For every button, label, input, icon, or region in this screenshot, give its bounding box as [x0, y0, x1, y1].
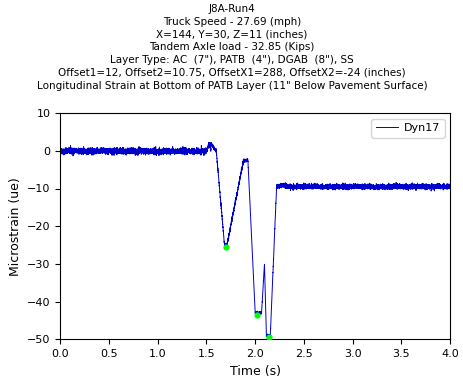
Dyn17	[77, 149, 82, 153]
Dyn17	[446, 182, 452, 186]
Text: J8A-Run4
Truck Speed - 27.69 (mph)
X=144, Y=30, Z=11 (inches)
Tandem Axle load -: J8A-Run4 Truck Speed - 27.69 (mph) X=144…	[37, 4, 426, 90]
Dyn17	[346, 184, 351, 189]
Legend: Dyn17: Dyn17	[371, 119, 444, 138]
Dyn17	[367, 186, 372, 191]
Dyn17	[198, 152, 204, 156]
X-axis label: Time (s): Time (s)	[229, 365, 280, 377]
Dyn17	[265, 335, 271, 339]
Dyn17	[288, 183, 293, 188]
Y-axis label: Microstrain (ue): Microstrain (ue)	[8, 177, 21, 276]
Dyn17	[206, 140, 212, 145]
Dyn17	[305, 183, 310, 188]
Dyn17	[57, 148, 63, 153]
Line: Dyn17: Dyn17	[60, 143, 449, 337]
